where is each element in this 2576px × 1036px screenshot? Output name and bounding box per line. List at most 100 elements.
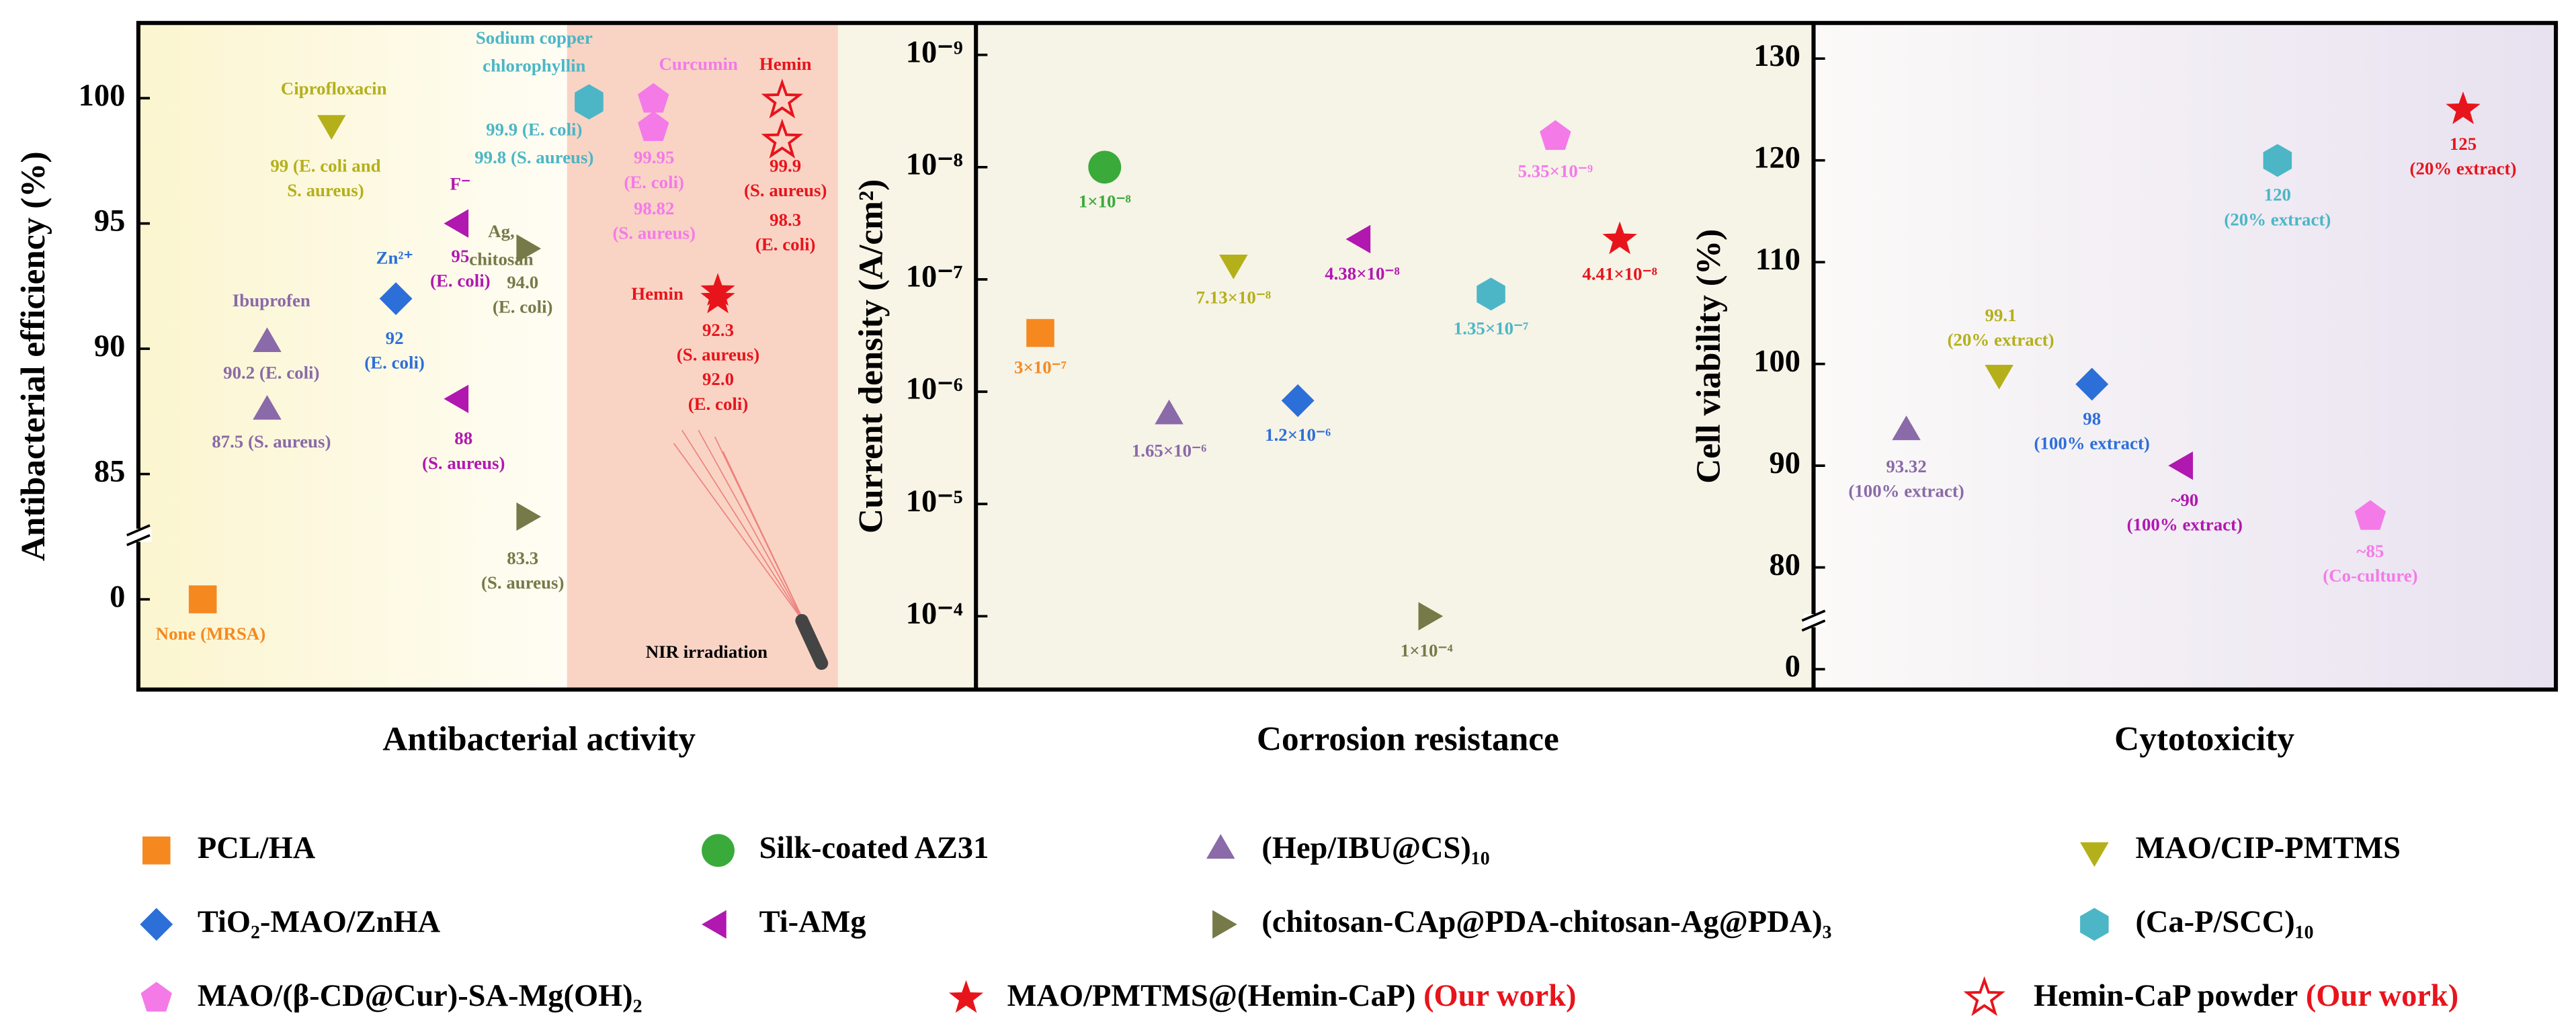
- marker: [1477, 277, 1505, 311]
- series-tag: Hemin: [759, 54, 812, 74]
- data-label: 1.65×10⁻⁶: [1132, 440, 1206, 460]
- legend-label: MAO/PMTMS@(Hemin-CaP): [1007, 978, 1416, 1012]
- y-tick-label: 0: [1785, 650, 1800, 684]
- data-label: 125: [2450, 134, 2477, 154]
- data-label: (E. coli): [493, 297, 553, 317]
- data-label: 1×10⁻⁸: [1079, 191, 1131, 212]
- marker: [2168, 451, 2194, 480]
- legend-marker: [1206, 834, 1235, 859]
- data-label: 4.38×10⁻⁸: [1325, 263, 1399, 284]
- marker: [1219, 255, 1248, 279]
- y-tick-label: 85: [94, 454, 125, 488]
- axis-break: [126, 524, 1827, 632]
- y-tick-label: 90: [1770, 446, 1800, 480]
- marker: [1281, 384, 1315, 417]
- y-tick-label: 100: [79, 79, 126, 113]
- marker: [444, 384, 469, 413]
- data-label: 3×10⁻⁷: [1014, 357, 1067, 378]
- legend-entry: MAO/(β-CD@Cur)-SA-Mg(OH)₂: [198, 978, 642, 1012]
- y-tick-label: 10⁻⁷: [906, 260, 963, 294]
- data-label: (E. coli): [755, 234, 816, 255]
- data-label: 98: [2083, 408, 2101, 429]
- data-label: 99.95: [634, 147, 674, 167]
- marker: [2263, 144, 2292, 177]
- data-label: 94.0: [507, 272, 538, 292]
- series-tag: chitosan: [469, 249, 534, 269]
- x-axis-label: Cytotoxicity: [2114, 720, 2294, 758]
- data-label: 92.3: [702, 320, 734, 340]
- data-label: (S. aureus): [481, 572, 564, 593]
- legend-entry: PCL/HA: [198, 831, 316, 865]
- y-tick-label: 10⁻⁶: [906, 372, 963, 406]
- legend-label: Ti-AMg: [759, 904, 866, 939]
- series-tag: Sodium copper: [476, 28, 593, 48]
- legend-entry: TiO₂-MAO/ZnHA: [198, 904, 441, 939]
- data-label: (100% extract): [1848, 480, 1964, 501]
- marker: [1892, 415, 1921, 441]
- legend-marker: [2080, 908, 2109, 941]
- data-label: (20% extract): [2410, 159, 2517, 179]
- y-tick-label: 130: [1753, 39, 1800, 73]
- marker: [1602, 221, 1637, 255]
- data-label: (E. coli): [364, 353, 425, 373]
- marker: [1155, 399, 1183, 425]
- data-label: 99.9 (E. coli): [486, 120, 582, 140]
- y-tick-label: 0: [110, 580, 125, 614]
- panel-background: [976, 23, 1814, 690]
- marker: [700, 280, 735, 314]
- data-label: (E. coli): [430, 270, 491, 290]
- panel-background: [837, 23, 977, 690]
- series-tag: chlorophyllin: [483, 55, 585, 75]
- data-label: 1.2×10⁻⁶: [1265, 425, 1331, 445]
- legend-note: (Our work): [1423, 978, 1576, 1012]
- y-tick-label: 95: [94, 204, 125, 238]
- data-label: 95: [451, 246, 469, 266]
- y-tick-label: 10⁻⁵: [906, 484, 963, 519]
- y-axis-label: Antibacterial efficiency (%): [14, 151, 52, 561]
- y-tick-label: 10⁻⁴: [906, 597, 963, 631]
- y-tick-label: 100: [1753, 344, 1800, 378]
- marker: [1026, 318, 1054, 347]
- marker: [253, 327, 282, 352]
- data-label: 92.0: [702, 369, 734, 389]
- data-label: (100% extract): [2127, 515, 2243, 535]
- marker: [188, 585, 217, 613]
- series-tag: Hemin: [631, 284, 683, 304]
- panel-background: [1813, 23, 2557, 690]
- data-label: (100% extract): [2034, 433, 2150, 454]
- data-label: None (MRSA): [156, 623, 265, 644]
- data-label: (S. aureus): [677, 344, 759, 364]
- data-label: 98.82: [634, 198, 674, 218]
- legend-label: Silk-coated AZ31: [759, 831, 989, 865]
- data-label: S. aureus): [287, 180, 364, 200]
- data-label: 93.32: [1886, 456, 1926, 476]
- legend-label: MAO/(β-CD@Cur)-SA-Mg(OH)₂: [198, 978, 642, 1012]
- marker: [1345, 224, 1371, 254]
- legend-entry: (Ca-P/SCC)₁₀: [2135, 904, 2313, 939]
- data-label: (20% extract): [2224, 209, 2331, 229]
- data-label: (E. coli): [624, 172, 684, 192]
- marker: [638, 111, 669, 141]
- y-tick-label: 10⁻⁸: [906, 147, 963, 181]
- data-label: (E. coli): [688, 394, 749, 414]
- data-label: 90.2 (E. coli): [223, 362, 319, 382]
- data-label: 87.5 (S. aureus): [212, 431, 331, 451]
- series-tag: Zn²⁺: [376, 247, 413, 267]
- y-axis-label: Current density (A/cm²): [851, 179, 890, 533]
- marker: [317, 115, 346, 140]
- data-label: 120: [2264, 185, 2291, 205]
- legend-entry: Hemin-CaP powder (Our work): [2034, 978, 2458, 1012]
- marker: [444, 209, 469, 238]
- legend-label: PCL/HA: [198, 831, 316, 865]
- y-tick-label: 10⁻⁹: [906, 35, 963, 69]
- marker: [2446, 91, 2481, 124]
- frame: [136, 21, 2559, 692]
- series-tag: Ag,: [488, 221, 515, 241]
- data-label: 98.3: [770, 210, 801, 230]
- data-label: 4.41×10⁻⁸: [1582, 263, 1657, 284]
- legend-note: (Our work): [2306, 978, 2458, 1012]
- legend-marker: [702, 834, 735, 867]
- data-label: (S. aureus): [422, 453, 505, 473]
- data-label: ~85: [2356, 541, 2384, 561]
